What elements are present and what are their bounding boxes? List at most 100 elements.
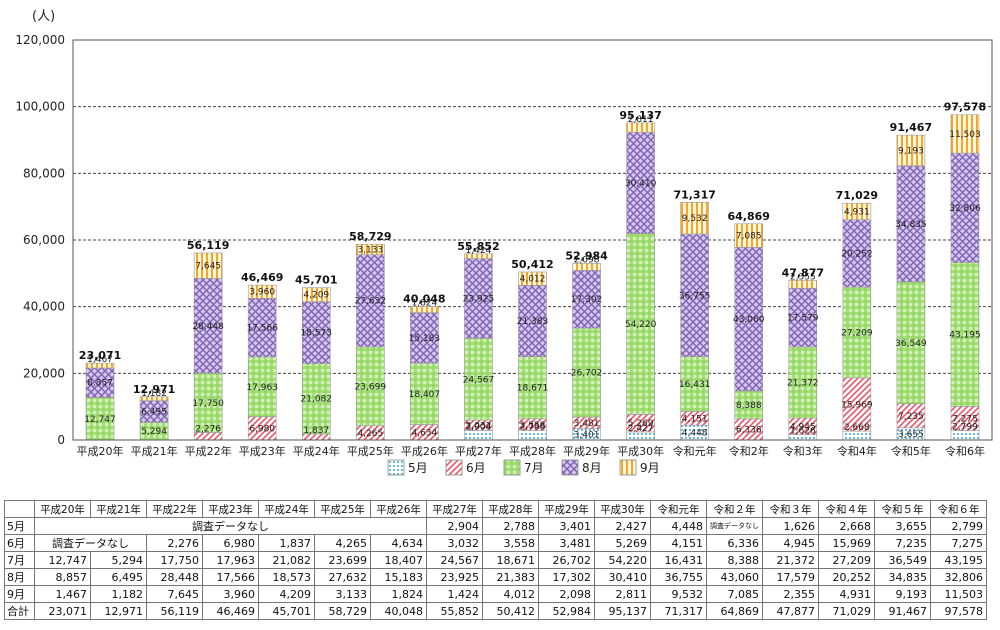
table-cell: 17,566	[202, 568, 259, 586]
y-tick-label: 40,000	[23, 300, 65, 314]
segment-label: 17,566	[246, 324, 278, 334]
table-cell: 2,668	[818, 517, 875, 535]
table-row-label: 合計	[4, 602, 35, 620]
table-cell: 71,029	[818, 602, 875, 620]
bar-segment	[950, 152, 980, 263]
table-cell: 15,969	[818, 534, 875, 552]
table-cell: 43,195	[930, 551, 987, 569]
segment-label: 17,963	[246, 383, 278, 393]
total-label: 97,578	[944, 101, 986, 114]
table-column-header: 平成24年	[258, 500, 315, 518]
table-cell: 4,634	[370, 534, 427, 552]
table-row-label: 6月	[4, 534, 35, 552]
table-cell: 24,567	[426, 551, 483, 569]
bar-segment	[464, 253, 493, 259]
segment-label: 7,645	[195, 262, 221, 272]
segment-label: 7,235	[898, 412, 924, 422]
table-cell: 12,971	[90, 602, 147, 620]
segment-label: 3,133	[357, 245, 383, 255]
segment-label: 30,410	[625, 179, 657, 189]
table-column-header: 平成28年	[482, 500, 539, 518]
segment-label: 4,209	[303, 291, 329, 301]
segment-label: 4,448	[682, 429, 708, 439]
table-cell: 50,412	[482, 602, 539, 620]
legend-swatch	[387, 459, 405, 476]
table-cell: 54,220	[594, 551, 651, 569]
bar-segment	[842, 219, 872, 288]
table-column-header: 平成21年	[90, 500, 147, 518]
segment-label: 3,558	[520, 421, 546, 431]
table-cell: 1,824	[370, 585, 427, 603]
table-cell: 43,060	[706, 568, 763, 586]
table-cell: 2,427	[594, 517, 651, 535]
bar-segment	[896, 165, 926, 283]
data-table: 平成20年 平成21年 平成22年 平成23年 平成24年 平成25年 平成26年 平成27年…	[4, 500, 987, 620]
table-row: 7月 12,747 5,294 17,750 17,963 21,082 23,699 18,…	[4, 551, 987, 569]
table-row: 合計 23,071 12,971 56,119 46,469 45,701 58,729 40…	[4, 602, 987, 620]
bar-segment	[301, 287, 331, 302]
table-row: 6月 調査データなし 2,276 6,980 1,837 4,265 4,634 3,032 3…	[4, 534, 987, 552]
segment-label: 54,220	[625, 320, 657, 330]
table-cell: 3,481	[538, 534, 595, 552]
table-cell: 56,119	[146, 602, 203, 620]
table-column-header: 令和２年	[706, 500, 763, 518]
total-label: 56,119	[187, 239, 229, 252]
legend-item: 7月	[503, 459, 544, 476]
x-tick-label: 令和6年	[945, 444, 985, 458]
table-cell: 2,276	[146, 534, 203, 552]
table-cell: 4,151	[650, 534, 707, 552]
table-cell: 2,355	[762, 585, 819, 603]
segment-label: 2,788	[520, 423, 546, 433]
table-column-header: 令和６年	[930, 500, 987, 518]
table-cell: 3,558	[482, 534, 539, 552]
table-cell: 20,252	[818, 568, 875, 586]
segment-label: 23,925	[463, 294, 495, 304]
segment-label: 6,495	[141, 408, 167, 418]
table-cell: 3,401	[538, 517, 595, 535]
x-tick-label: 令和4年	[837, 444, 877, 458]
table-cell: 7,645	[146, 585, 203, 603]
segment-label: 15,183	[409, 334, 441, 344]
table-cell: 12,747	[34, 551, 91, 569]
segment-label: 4,151	[682, 414, 708, 424]
legend-swatch	[619, 459, 637, 476]
table-cell: 5,269	[594, 534, 651, 552]
segment-label: 2,276	[195, 424, 221, 434]
table-cell: 2,098	[538, 585, 595, 603]
table-cell: 7,235	[874, 534, 931, 552]
bar-segment	[626, 122, 655, 133]
x-tick-label: 平成24年	[293, 444, 340, 458]
table-cell: 58,729	[314, 602, 371, 620]
table-cell: 6,336	[706, 534, 763, 552]
segment-label: 2,427	[628, 424, 654, 434]
bar-segment	[896, 281, 926, 404]
table-cell: 30,410	[594, 568, 651, 586]
table-row: 8月 8,857 6,495 28,448 17,566 18,573 27,632 15,1…	[4, 568, 987, 586]
total-label: 52,984	[565, 249, 608, 262]
x-tick-label: 令和元年	[673, 444, 717, 458]
table-cell: 21,383	[482, 568, 539, 586]
segment-label: 8,388	[736, 401, 762, 411]
segment-label: 27,632	[355, 297, 387, 307]
table-cell: 17,750	[146, 551, 203, 569]
table-column-header: 平成25年	[314, 500, 371, 518]
legend-label: 5月	[408, 461, 428, 475]
table-cell: 9,193	[874, 585, 931, 603]
segment-label: 18,407	[409, 390, 441, 400]
bar-segment	[680, 201, 709, 235]
segment-label: 11,503	[949, 130, 981, 140]
table-column-header: 平成22年	[146, 500, 203, 518]
table-cell: 23,699	[314, 551, 371, 569]
segment-label: 1,626	[790, 427, 816, 437]
table-cell: 8,388	[706, 551, 763, 569]
table-header-row: 平成20年 平成21年 平成22年 平成23年 平成24年 平成25年 平成26年 平成27年…	[4, 500, 987, 518]
bar-segment	[788, 346, 818, 419]
total-label: 46,469	[241, 271, 283, 284]
total-label: 91,467	[890, 121, 932, 134]
segment-label: 27,209	[841, 329, 873, 339]
table-cell: 46,469	[202, 602, 259, 620]
bar-segment	[356, 254, 385, 348]
bar-segment	[842, 377, 872, 432]
x-tick-label: 令和3年	[783, 444, 823, 458]
